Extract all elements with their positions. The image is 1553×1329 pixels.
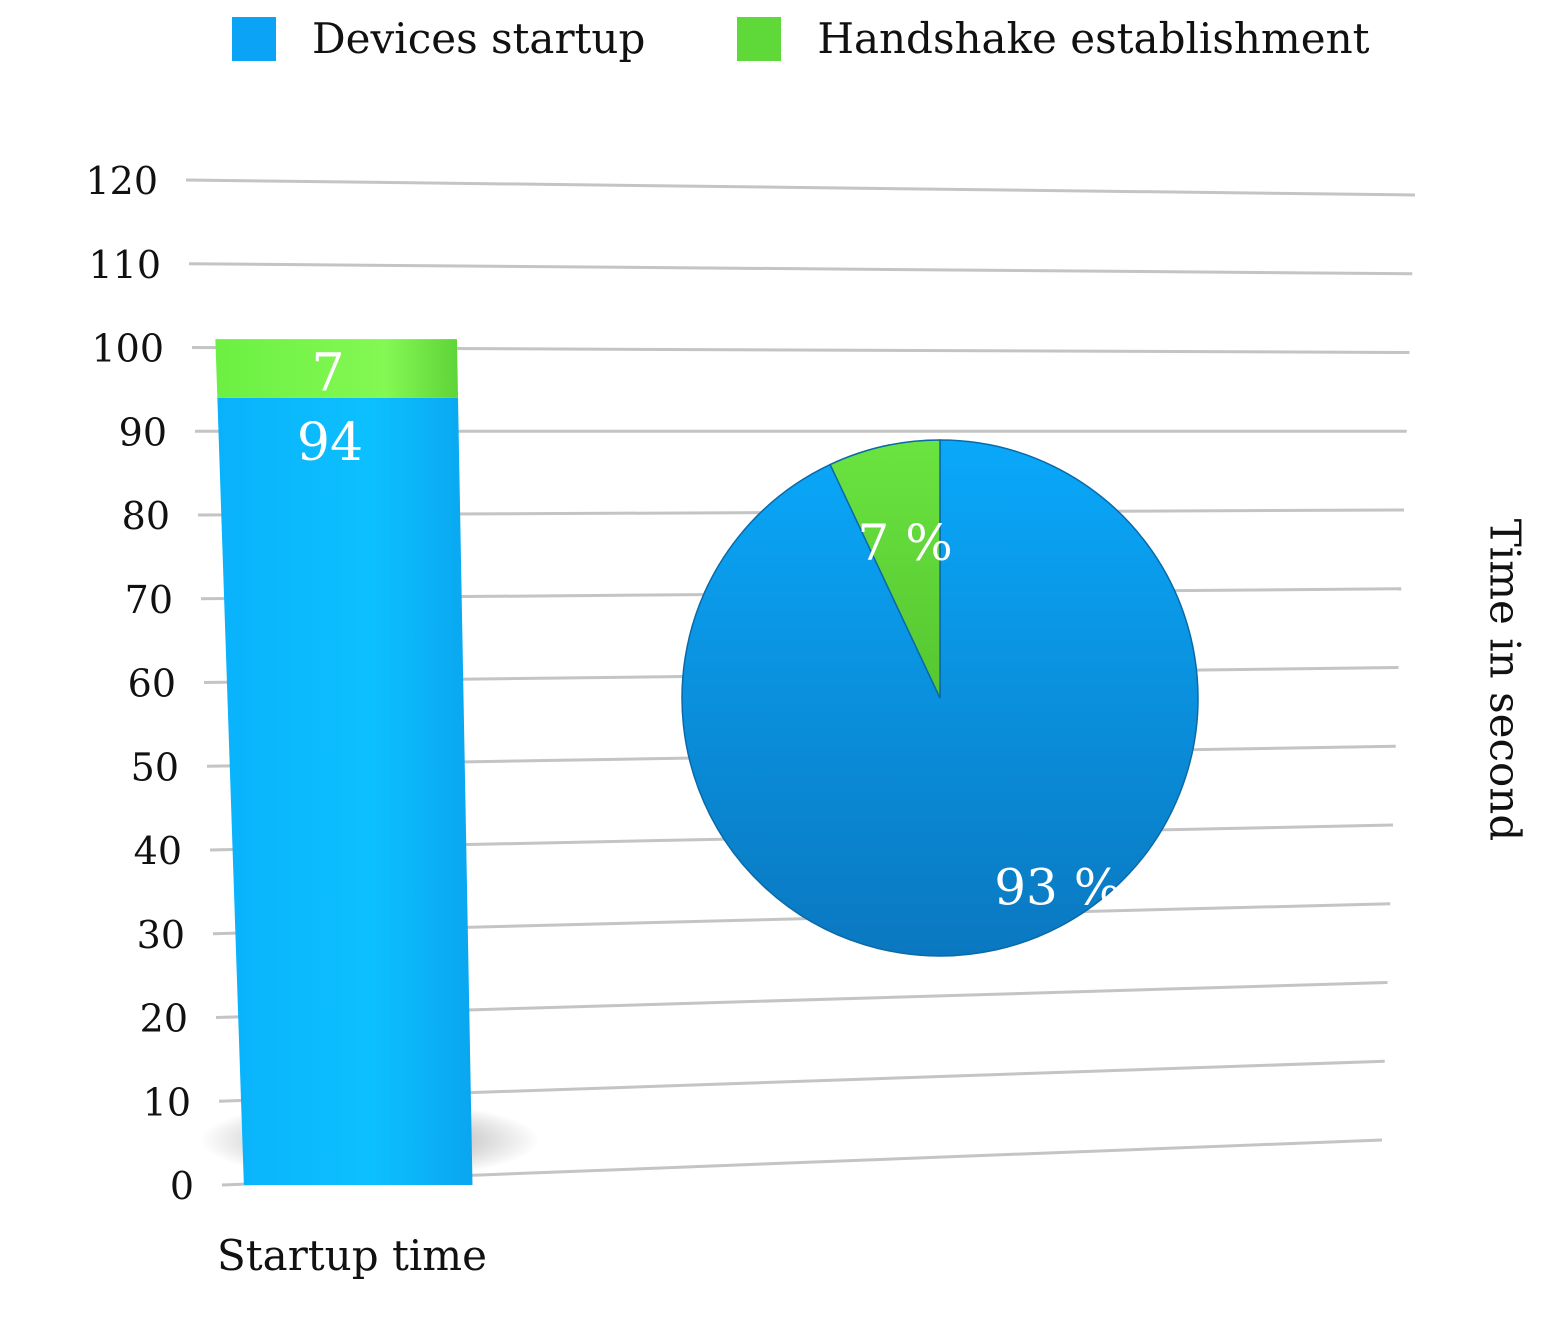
- x-category-label: Startup time: [217, 1231, 487, 1280]
- y-tick-label: 0: [170, 1164, 194, 1208]
- y-axis-ticks: 0 10 20 30 40 50 60 70 80 90 100 110 120: [85, 159, 194, 1208]
- y-tick-label: 30: [137, 913, 185, 957]
- legend-swatch-handshake-establishment: [737, 16, 782, 61]
- legend-item-devices-startup: Devices startup: [232, 14, 645, 63]
- y-tick-label: 80: [122, 494, 170, 538]
- legend-item-handshake-establishment: Handshake establishment: [737, 14, 1370, 63]
- y-tick-label: 40: [134, 829, 182, 873]
- pie-data-label-devices-startup: 93 %: [994, 859, 1121, 917]
- legend-label-devices-startup: Devices startup: [312, 14, 646, 63]
- pie-data-label-handshake-establishment: 7 %: [857, 514, 952, 572]
- pie-chart: 93 % 7 %: [681, 439, 1199, 957]
- legend-swatch-devices-startup: [232, 16, 276, 61]
- y-tick-label: 50: [131, 745, 179, 789]
- y-tick-label: 100: [91, 327, 164, 371]
- chart-legend: Devices startup Handshake establishment: [232, 14, 1462, 63]
- y-tick-label: 120: [85, 159, 158, 203]
- bar-segment-handshake-establishment: [215, 339, 459, 398]
- bar-segment-devices-startup: [217, 397, 473, 1185]
- legend-label-handshake-establishment: Handshake establishment: [817, 14, 1370, 63]
- gridline: [185, 178, 1416, 197]
- y-tick-label: 20: [140, 997, 188, 1041]
- y-tick-label: 70: [125, 578, 173, 622]
- y-tick-label: 60: [128, 662, 176, 706]
- bar-data-label-handshake-establishment: 7: [311, 343, 344, 403]
- bar-chart: 94 7 Startup time: [215, 339, 487, 1280]
- bar-data-label-devices-startup: 94: [297, 413, 363, 473]
- y-tick-label: 90: [119, 410, 167, 454]
- pie-slice-handshake-establishment: [829, 439, 941, 699]
- y-tick-label: 110: [88, 243, 161, 287]
- y-tick-label: 10: [143, 1080, 191, 1124]
- gridline: [188, 262, 1413, 276]
